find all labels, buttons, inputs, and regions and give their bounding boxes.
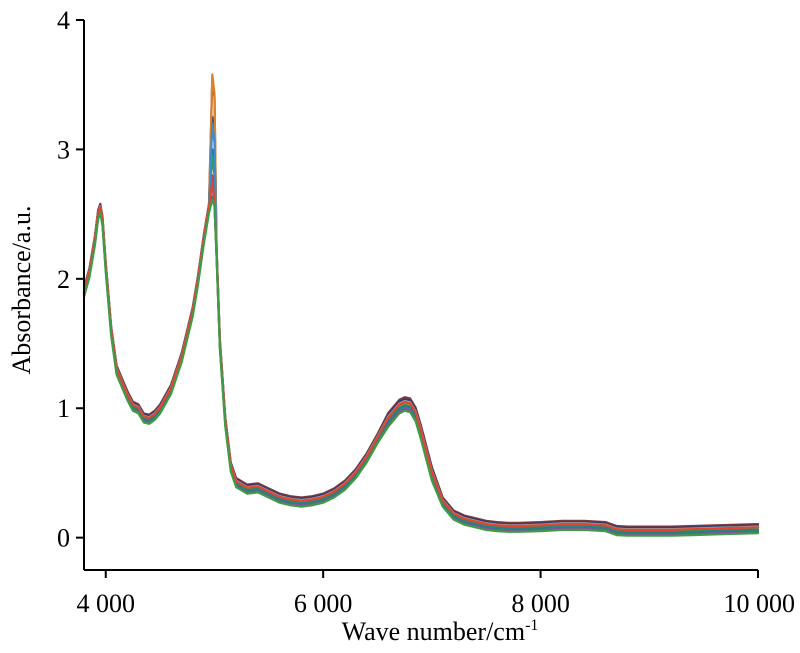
- y-axis-title: Absorbance/a.u.: [7, 206, 36, 375]
- spectrum-line-12: [82, 198, 760, 537]
- y-tick-label-2: 2: [57, 265, 70, 294]
- tick-labels-group: 0 1 2 3 4 4 000 6 000 8 000 10 000: [57, 6, 795, 618]
- spectrum-line-7: [82, 122, 760, 535]
- spectrum-line-8: [82, 187, 760, 536]
- spectrum-line-5: [82, 73, 760, 532]
- x-axis-title: Wave number/cm-1: [342, 617, 539, 646]
- spectrum-line-11: [82, 180, 760, 531]
- spectrum-line-10: [82, 195, 760, 534]
- y-tick-label-3: 3: [57, 135, 70, 164]
- x-tick-label-10000: 10 000: [724, 589, 796, 618]
- x-axis-title-main: Wave number/cm: [342, 617, 525, 646]
- x-tick-label-6000: 6 000: [294, 589, 353, 618]
- x-tick-label-4000: 4 000: [76, 589, 135, 618]
- x-tick-label-8000: 8 000: [511, 589, 570, 618]
- x-axis-title-superscript: -1: [525, 617, 538, 634]
- y-tick-label-1: 1: [57, 394, 70, 423]
- y-tick-label-0: 0: [57, 524, 70, 553]
- spectrum-line-1: [82, 77, 760, 528]
- spectrum-line-9: [82, 192, 760, 531]
- spectra-series-group: [82, 73, 760, 537]
- spectrum-line-2: [82, 116, 760, 529]
- tick-marks-group: [76, 19, 759, 578]
- spectrum-line-4: [82, 174, 760, 532]
- y-tick-label-4: 4: [57, 6, 70, 35]
